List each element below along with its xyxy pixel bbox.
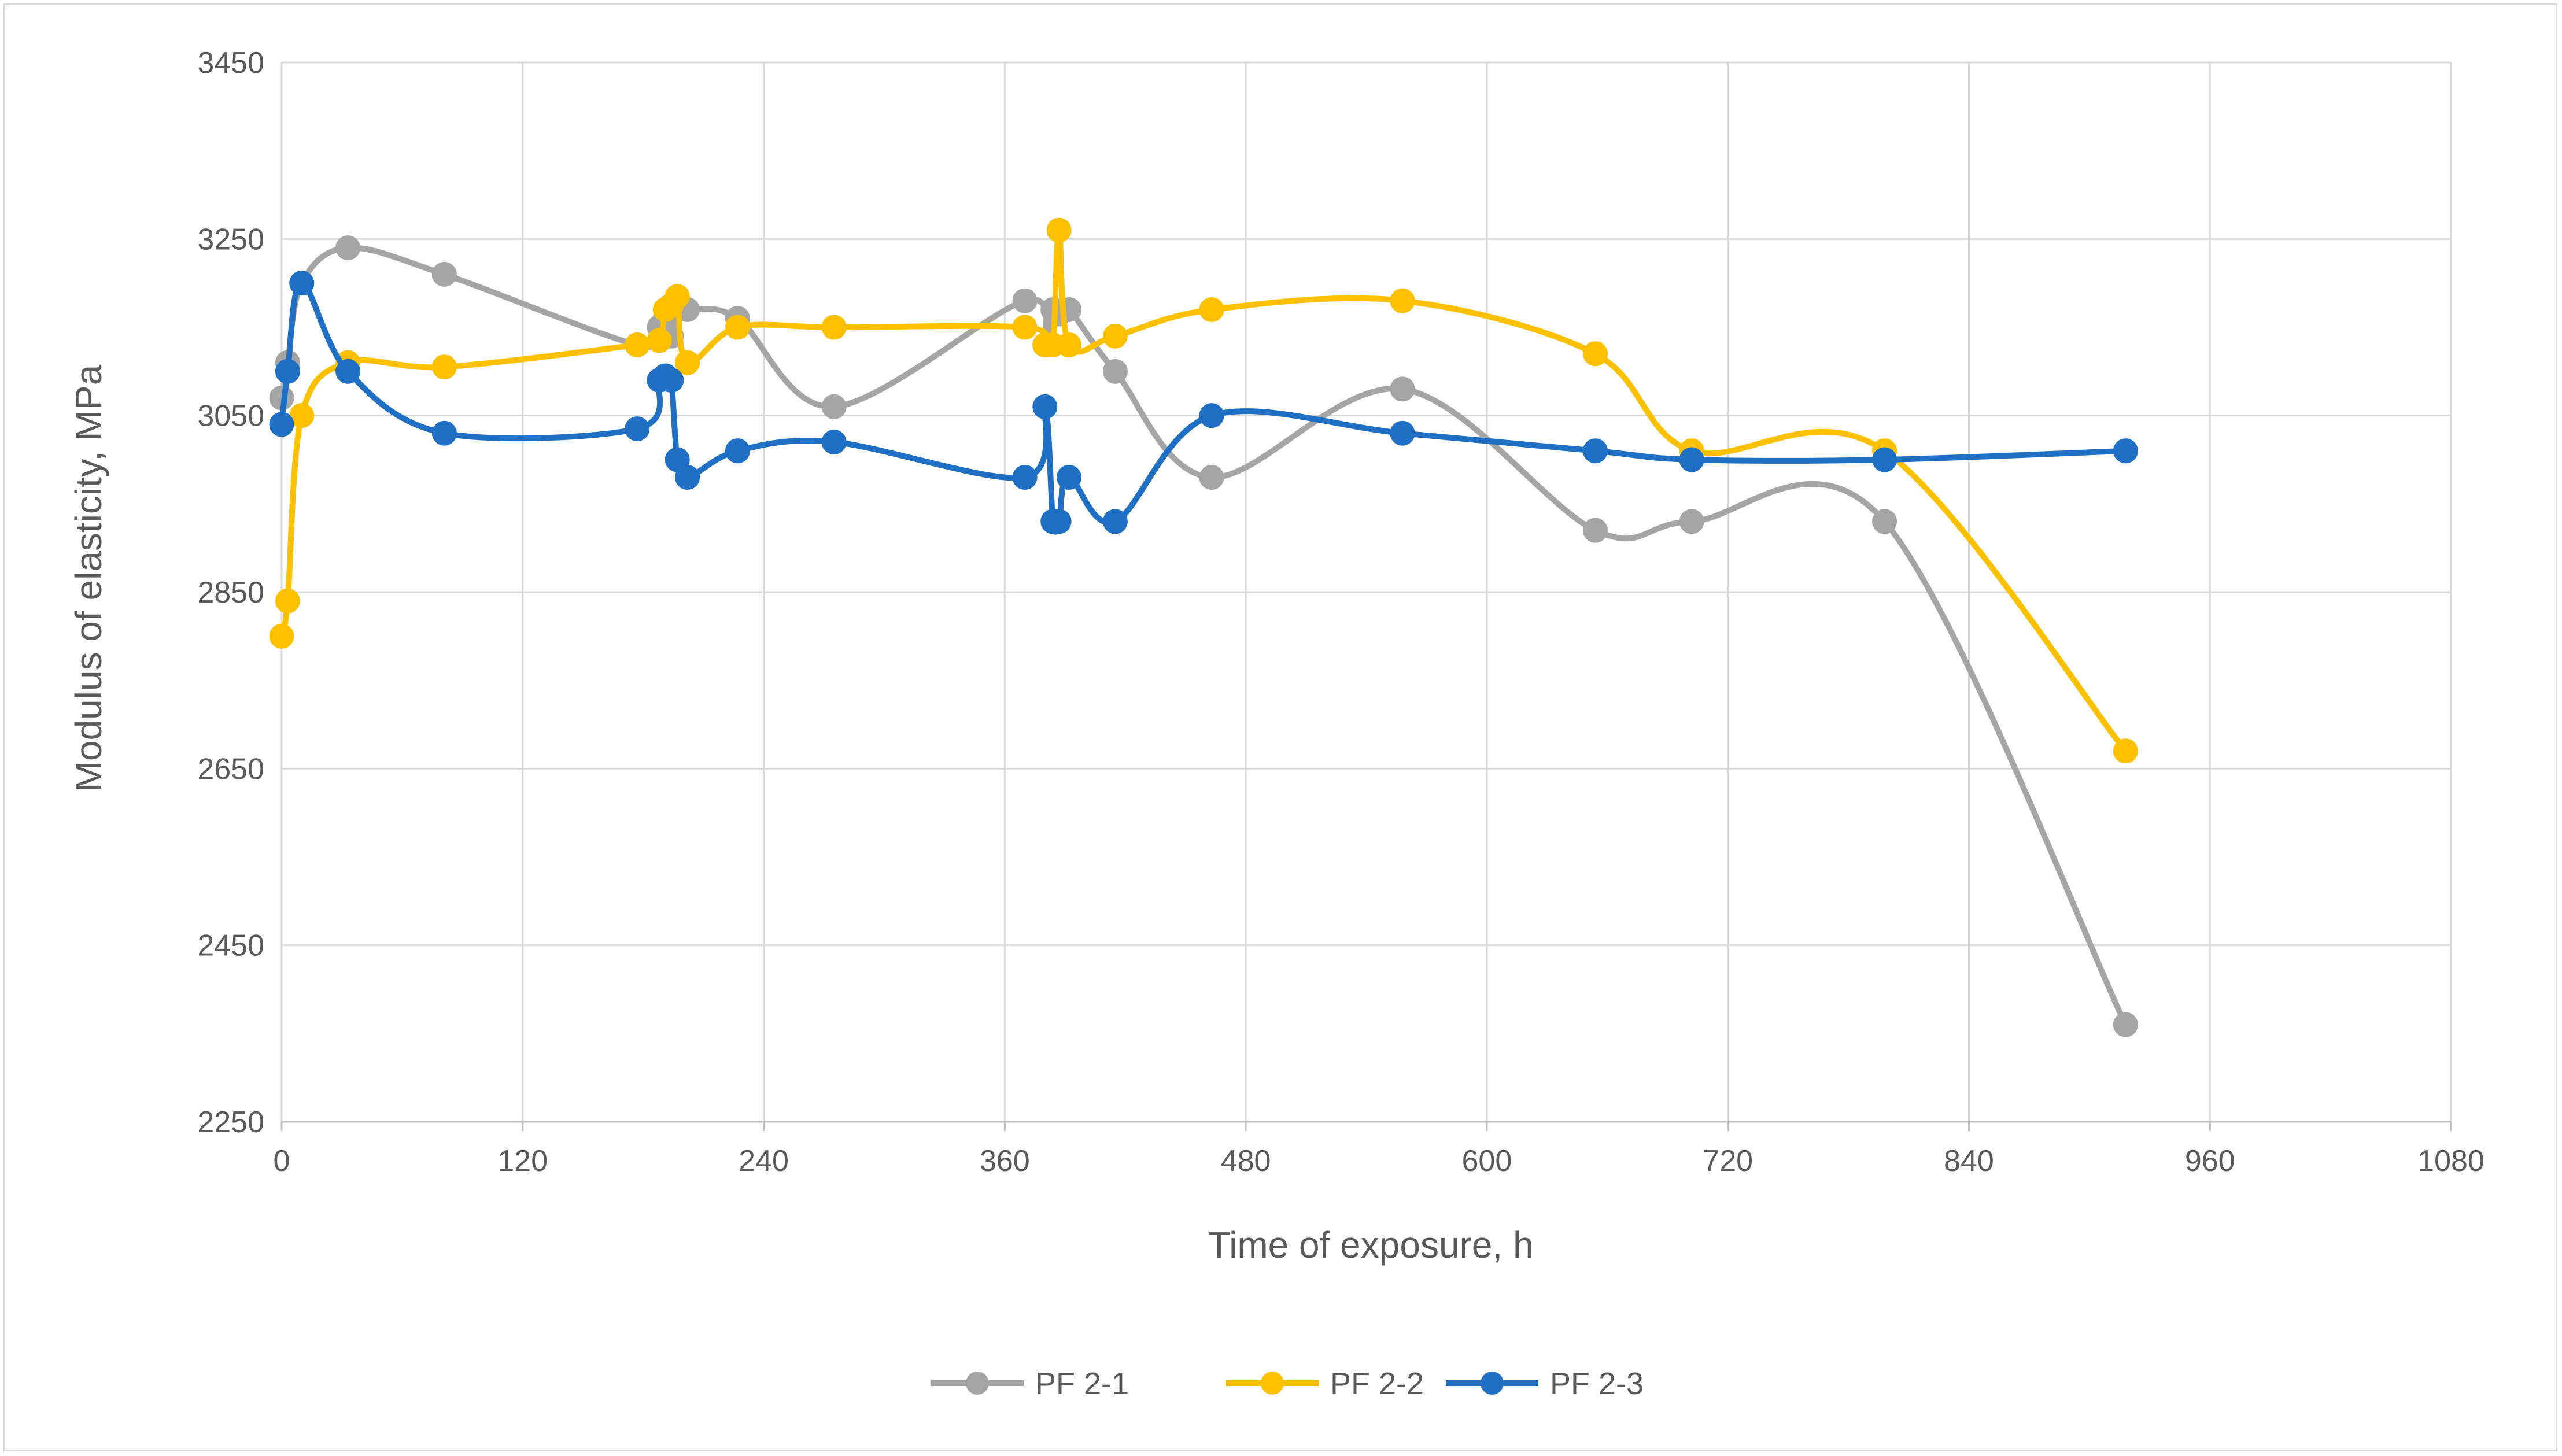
series-layer [269, 217, 2138, 1037]
data-point [1582, 438, 1608, 464]
data-point [821, 394, 847, 419]
data-point [725, 315, 750, 340]
data-point [1102, 359, 1128, 384]
data-point [1199, 465, 1224, 490]
tick-labels: 2250 2450 2650 2850 3050 3250 3450 0 120 240 360 48… [197, 46, 2485, 1178]
data-point [1046, 509, 1072, 534]
legend-item: PF 2-3 [1446, 1366, 1644, 1401]
data-point [1102, 323, 1128, 349]
data-point [269, 412, 294, 437]
series-pf-2-2 [269, 217, 2138, 764]
x-axis-title: Time of exposure, h [1208, 1224, 1533, 1266]
x-tick-label: 600 [1462, 1144, 1512, 1178]
data-point [1199, 297, 1224, 322]
data-point [1032, 394, 1058, 419]
data-point [431, 261, 457, 287]
legend-label: PF 2-1 [1035, 1366, 1129, 1401]
data-point [625, 416, 650, 442]
data-point [1102, 509, 1128, 534]
x-tick-label: 360 [980, 1144, 1030, 1178]
data-point [725, 438, 750, 464]
data-point [1390, 288, 1415, 313]
data-point [1582, 341, 1608, 367]
data-point [2113, 1012, 2138, 1037]
data-point [289, 271, 315, 296]
y-tick-label: 2650 [197, 752, 264, 786]
data-point [1056, 465, 1081, 490]
y-tick-label: 2450 [197, 929, 264, 963]
y-tick-label: 2250 [197, 1106, 264, 1139]
x-tick-label: 960 [2185, 1144, 2235, 1178]
x-tick-label: 720 [1703, 1144, 1753, 1178]
data-point [1679, 447, 1704, 472]
data-point [1872, 447, 1897, 472]
axes [280, 1121, 2452, 1131]
x-tick-label: 240 [739, 1144, 789, 1178]
y-tick-label: 3450 [197, 46, 264, 80]
data-point [647, 328, 672, 353]
x-tick-label: 120 [497, 1144, 548, 1178]
y-axis-title: Modulus of elasticity, MPa [68, 364, 109, 792]
data-point [1390, 420, 1415, 446]
x-tick-label: 840 [1944, 1144, 1994, 1178]
data-point [269, 623, 294, 649]
data-point [1046, 217, 1072, 243]
data-point [1582, 518, 1608, 543]
legend-item: PF 2-1 [931, 1366, 1129, 1401]
series-line [279, 245, 2129, 1028]
data-point [335, 235, 361, 261]
data-point [675, 350, 700, 375]
data-point [2113, 738, 2138, 764]
data-point [821, 429, 847, 454]
legend-marker [966, 1372, 989, 1395]
data-point [1390, 376, 1415, 402]
data-point [275, 588, 300, 614]
gridlines [280, 61, 2452, 1123]
data-point [1012, 288, 1038, 313]
legend: PF 2-1 PF 2-2 PF 2-3 [931, 1366, 1644, 1401]
data-point [275, 359, 300, 384]
data-point [659, 368, 684, 393]
y-tick-label: 3050 [197, 400, 264, 433]
legend-label: PF 2-3 [1550, 1366, 1644, 1401]
series-pf-2-3 [269, 271, 2138, 535]
legend-label: PF 2-2 [1330, 1366, 1424, 1401]
x-tick-label: 0 [274, 1144, 290, 1178]
legend-marker [1261, 1372, 1284, 1395]
data-point [625, 332, 650, 358]
data-point [1012, 315, 1038, 340]
data-point [675, 465, 700, 490]
chart-frame [3, 3, 2557, 1451]
data-point [335, 359, 361, 384]
data-point [2113, 438, 2138, 464]
data-point [1872, 509, 1897, 534]
data-point [1012, 465, 1038, 490]
legend-marker [1481, 1372, 1504, 1395]
data-point [821, 315, 847, 340]
y-tick-label: 2850 [197, 576, 264, 609]
data-point [1679, 509, 1704, 534]
x-tick-label: 480 [1221, 1144, 1271, 1178]
x-tick-label: 1080 [2417, 1144, 2485, 1178]
data-point [1056, 332, 1081, 358]
series-line [279, 227, 2129, 754]
data-point [431, 420, 457, 446]
y-tick-label: 3250 [197, 223, 264, 256]
data-point [665, 284, 690, 309]
legend-item: PF 2-2 [1226, 1366, 1424, 1401]
data-point [431, 354, 457, 380]
data-point [1199, 403, 1224, 428]
